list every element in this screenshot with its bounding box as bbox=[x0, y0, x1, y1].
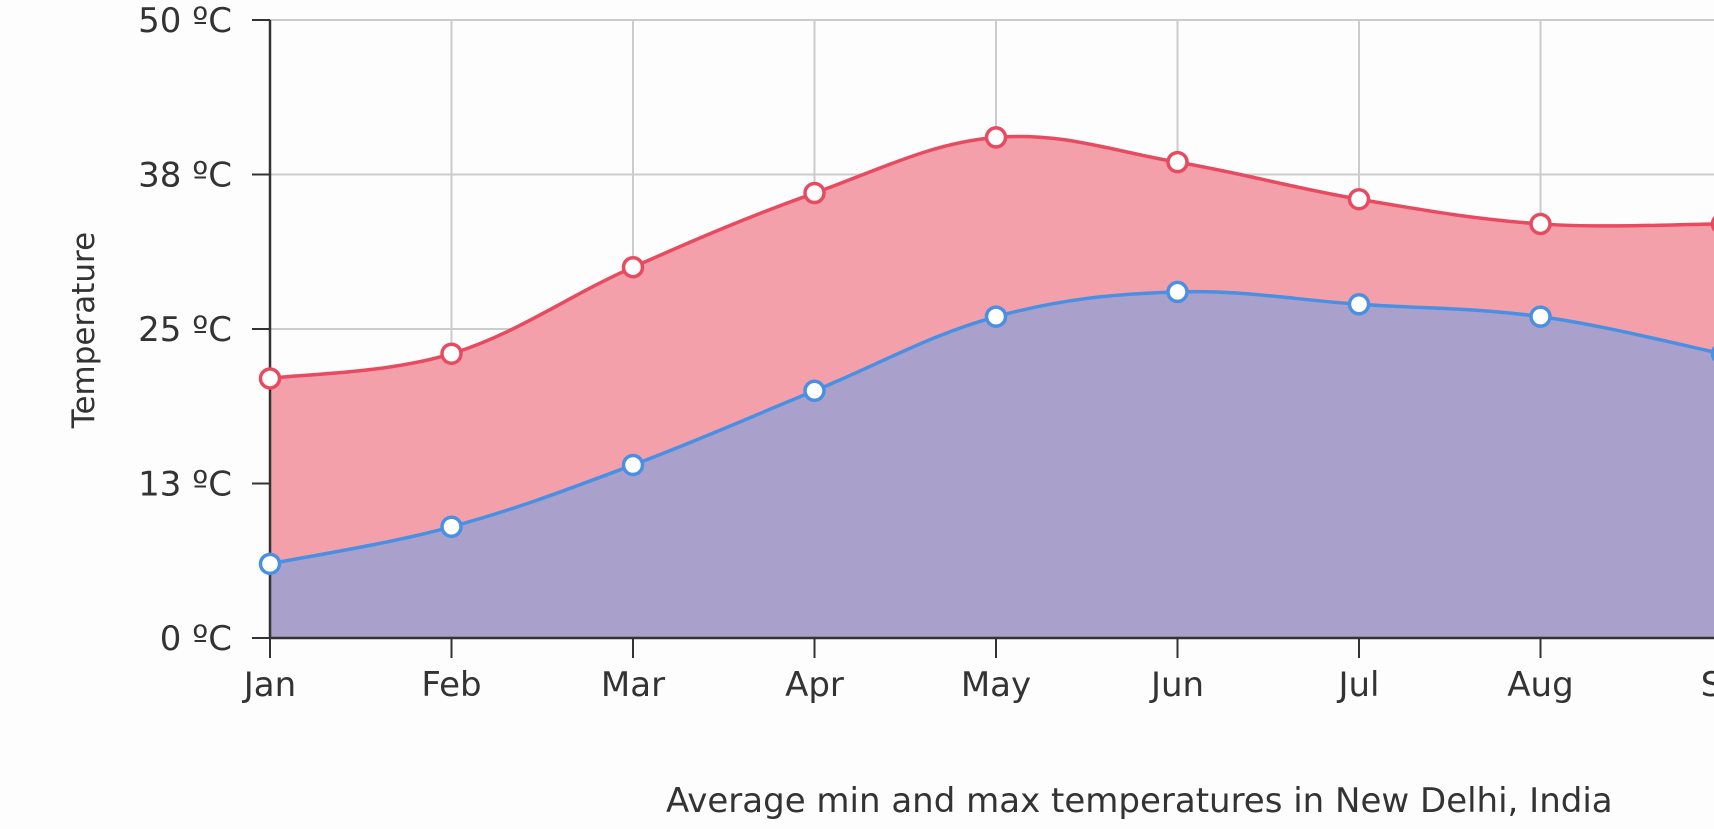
series-1-point-feb[interactable] bbox=[440, 515, 463, 539]
series-1-area bbox=[270, 291, 1714, 638]
area-layer bbox=[270, 136, 1714, 638]
series-0-point-mar[interactable] bbox=[621, 255, 645, 279]
axis-layer bbox=[252, 19, 1714, 658]
series-1-point-jan[interactable] bbox=[258, 552, 282, 576]
series-1-point-jul[interactable] bbox=[1347, 293, 1371, 316]
x-tick-label: Apr bbox=[785, 665, 844, 705]
label-layer: Temperature Average min and max temperat… bbox=[66, 1, 1714, 821]
chart-caption: Average min and max temperatures in New … bbox=[666, 781, 1613, 821]
x-tick-label: May bbox=[961, 665, 1031, 705]
series-0-point-apr[interactable] bbox=[803, 181, 826, 205]
series-0-point-aug[interactable] bbox=[1529, 212, 1552, 236]
x-tick-label: Jun bbox=[1149, 665, 1204, 705]
y-tick-label: 25 ºC bbox=[138, 310, 232, 350]
series-0-point-feb[interactable] bbox=[440, 342, 463, 365]
y-tick-label: 0 ºC bbox=[160, 619, 232, 659]
point-layer bbox=[258, 126, 1714, 576]
y-axis-title: Temperature bbox=[66, 232, 102, 429]
series-1-point-mar[interactable] bbox=[621, 453, 645, 477]
x-tick-label: Se bbox=[1701, 665, 1714, 705]
series-0-point-jan[interactable] bbox=[258, 367, 282, 390]
y-tick-label: 38 ºC bbox=[138, 156, 232, 196]
x-tick-label: Jul bbox=[1336, 665, 1379, 705]
series-1-point-may[interactable] bbox=[984, 305, 1008, 328]
series-1-point-apr[interactable] bbox=[803, 379, 826, 403]
x-tick-label: Mar bbox=[601, 665, 665, 705]
series-1-point-aug[interactable] bbox=[1529, 305, 1552, 328]
y-tick-label: 50 ºC bbox=[138, 1, 232, 41]
x-tick-label: Aug bbox=[1507, 665, 1573, 705]
x-tick-label: Jan bbox=[242, 665, 296, 705]
series-0-point-jul[interactable] bbox=[1347, 187, 1371, 211]
x-tick-label: Feb bbox=[421, 665, 481, 705]
series-0-point-may[interactable] bbox=[984, 126, 1008, 149]
series-1-point-jun[interactable] bbox=[1166, 280, 1189, 304]
y-tick-label: 13 ºC bbox=[138, 465, 232, 505]
series-0-point-jun[interactable] bbox=[1166, 150, 1189, 174]
